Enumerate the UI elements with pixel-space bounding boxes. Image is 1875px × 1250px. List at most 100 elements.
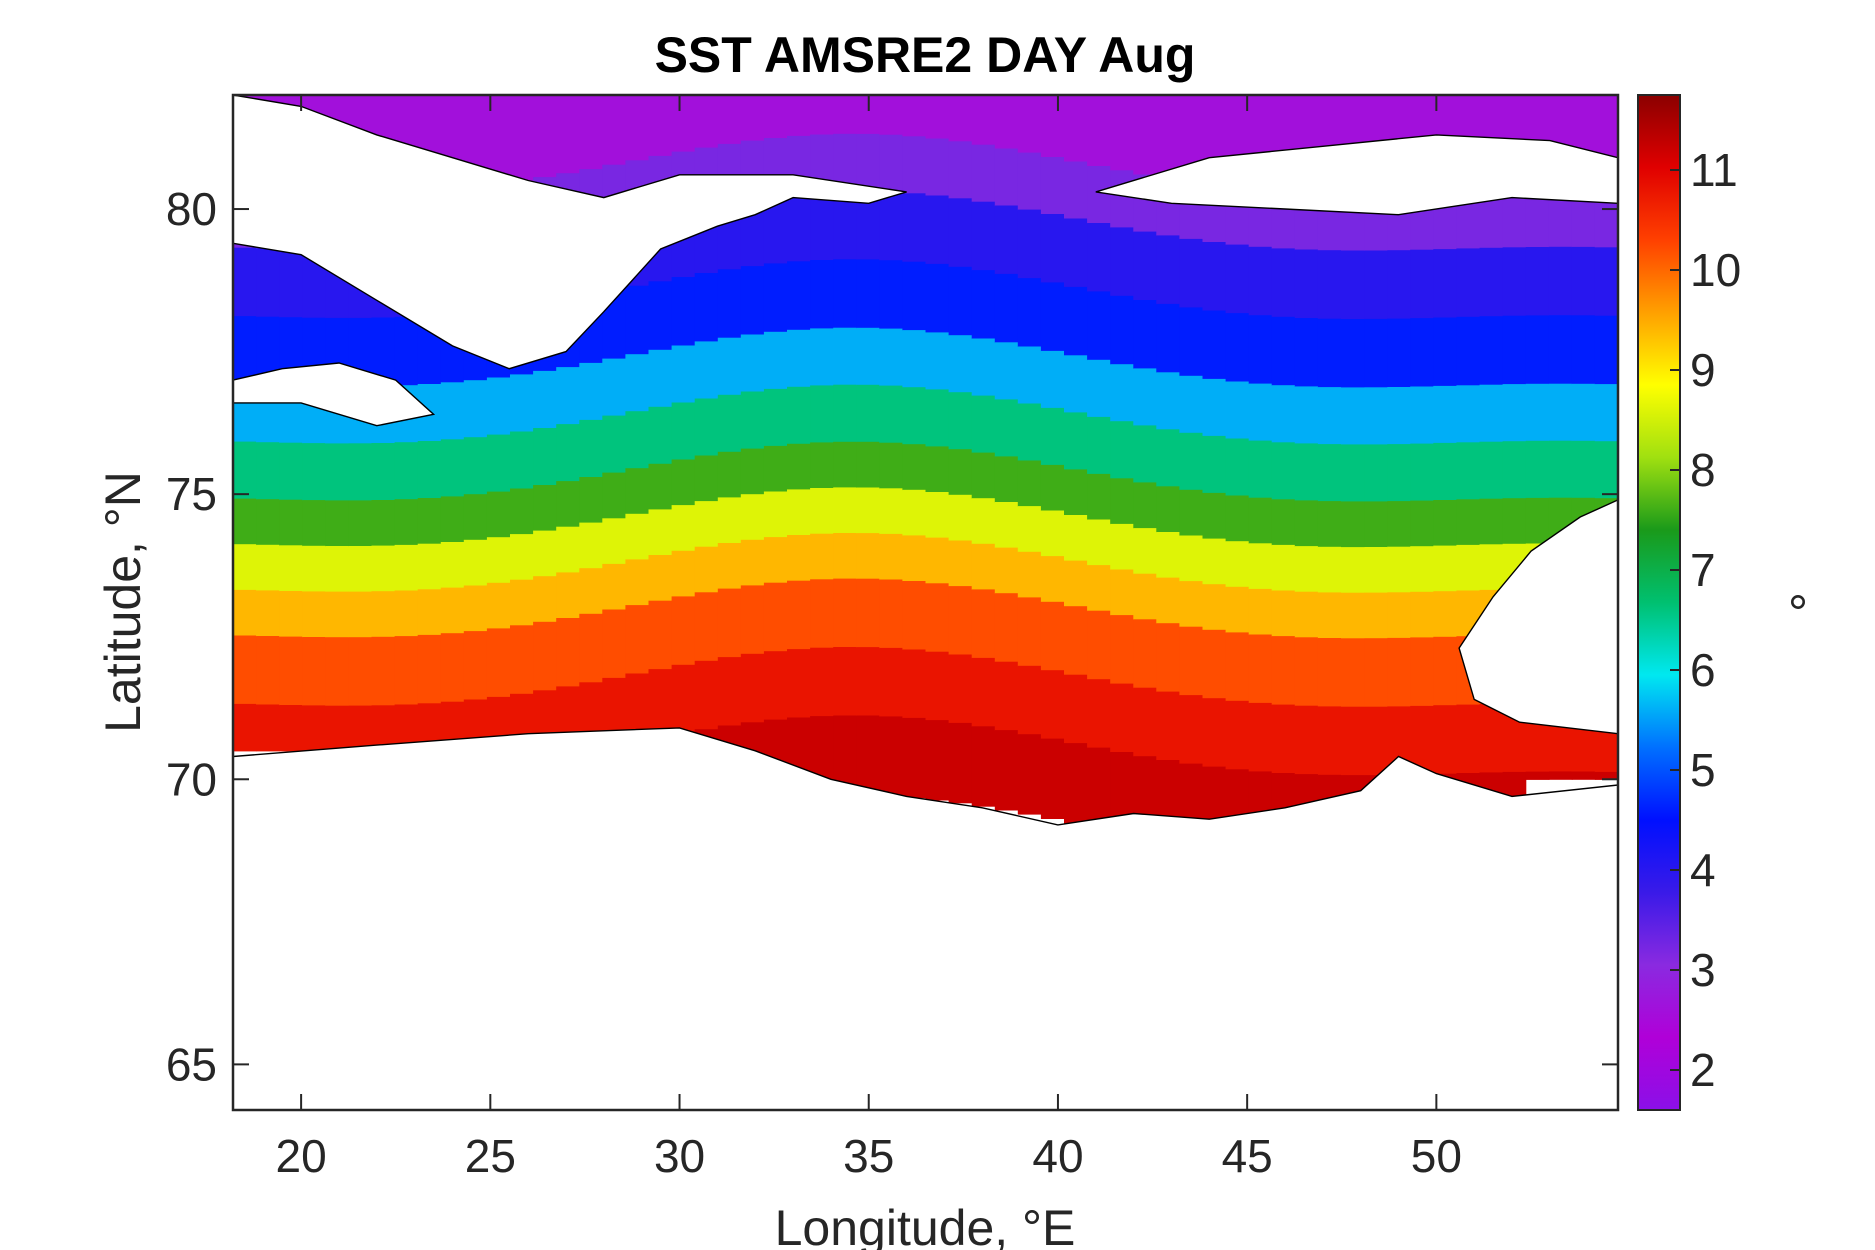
sst-cell: [1087, 223, 1111, 292]
sst-cell: [625, 285, 650, 355]
sst-cell: [256, 636, 280, 705]
x-tick-label: 40: [1032, 1130, 1083, 1182]
sst-cell: [463, 585, 488, 632]
sst-cell: [371, 591, 396, 638]
sst-cell: [763, 263, 788, 333]
sst-cell: [625, 673, 650, 743]
sst-cell: [325, 591, 349, 638]
sst-cell: [486, 434, 511, 493]
sst-cell: [740, 585, 765, 655]
sst-cell: [833, 533, 857, 580]
sst-cell: [1341, 387, 1365, 445]
sst-cell: [625, 513, 650, 560]
sst-cell: [510, 374, 534, 432]
sst-cell: [556, 572, 580, 619]
sst-cell: [463, 539, 488, 586]
sst-cell: [1040, 214, 1065, 283]
sst-cell: [994, 342, 1019, 400]
sst-cell: [994, 593, 1019, 663]
sst-cell: [971, 589, 996, 659]
sst-cell: [1387, 546, 1411, 593]
sst-cell: [1040, 556, 1065, 603]
sst-cell: [948, 141, 973, 199]
sst-cell: [1202, 378, 1227, 437]
sst-cell: [440, 496, 465, 543]
sst-cell: [302, 500, 326, 547]
sst-cell: [833, 133, 857, 192]
sst-cell: [879, 533, 903, 581]
sst-cell: [648, 509, 673, 556]
sst-cell: [879, 716, 903, 797]
sst-cell: [1525, 497, 1550, 545]
sst-cell: [1225, 313, 1250, 383]
sst-cell: [856, 441, 880, 488]
sst-cell: [302, 591, 326, 638]
sst-cell: [948, 586, 973, 656]
colorbar: 2 3 4 5 6 7 8 9 10 11: [1637, 94, 1741, 1111]
colorbar-tick-label: 9: [1690, 344, 1716, 396]
sst-cell: [440, 382, 465, 440]
sst-cell: [902, 136, 927, 194]
sst-cell: [579, 613, 603, 683]
sst-cell: [440, 542, 465, 589]
plot-frame: [231, 93, 1620, 1112]
sst-cell: [1294, 705, 1319, 775]
sst-cell: [671, 664, 696, 734]
sst-cell: [486, 582, 511, 629]
sst-cell: [948, 198, 973, 268]
sst-cell: [671, 505, 696, 552]
sst-cell: [1317, 592, 1342, 639]
sst-cell: [879, 647, 903, 717]
sst-cell: [1110, 364, 1134, 422]
sst-cell: [1110, 752, 1134, 831]
y-tick-label: 80: [166, 183, 217, 235]
sst-cell: [717, 657, 742, 727]
sst-cell: [602, 358, 626, 417]
sst-cell: [256, 704, 280, 752]
colorbar-tick-label: 11: [1690, 144, 1738, 196]
sst-cell: [1271, 385, 1296, 443]
sst-cell: [948, 654, 973, 724]
sst-cell: [740, 95, 765, 142]
sst-cell: [1040, 670, 1065, 740]
sst-cell: [533, 485, 557, 532]
sst-cell: [1087, 95, 1111, 167]
sst-cell: [1017, 278, 1042, 348]
x-tick-label: 25: [465, 1130, 516, 1182]
sst-cell: [994, 148, 1019, 207]
sst-cell: [233, 498, 257, 545]
sst-cell: [1202, 629, 1227, 699]
sst-cell: [1017, 460, 1042, 507]
sst-cell: [1594, 441, 1618, 499]
sst-cell: [1410, 443, 1434, 502]
sst-cell: [394, 704, 419, 752]
sst-cell: [1156, 372, 1180, 430]
sst-cell: [279, 499, 303, 546]
sst-cell: [925, 492, 950, 539]
sst-cell: [394, 590, 419, 637]
sst-cell: [740, 494, 765, 541]
sst-cell: [902, 387, 927, 445]
sst-cell: [902, 489, 927, 536]
sst-cell: [1571, 189, 1596, 248]
sst-cell: [1017, 506, 1042, 553]
sst-cell: [602, 609, 626, 679]
sst-cell: [1110, 170, 1134, 228]
sst-cell: [810, 191, 834, 261]
sst-cell: [1064, 469, 1088, 516]
sst-cell: [1341, 638, 1365, 708]
sst-cell: [1271, 316, 1296, 386]
sst-cell: [925, 446, 950, 493]
sst-cell: [717, 497, 742, 544]
sst-cell: [348, 637, 373, 707]
sst-cell: [256, 316, 280, 386]
sst-cell: [1225, 700, 1250, 770]
sst-cell: [948, 540, 973, 587]
sst-cell: [1017, 209, 1042, 279]
sst-cell: [510, 625, 534, 695]
sst-cell: [1410, 386, 1434, 445]
sst-cell: [533, 621, 557, 691]
sst-cell: [1202, 435, 1227, 494]
sst-cell: [856, 327, 880, 386]
sst-cell: [717, 451, 742, 498]
